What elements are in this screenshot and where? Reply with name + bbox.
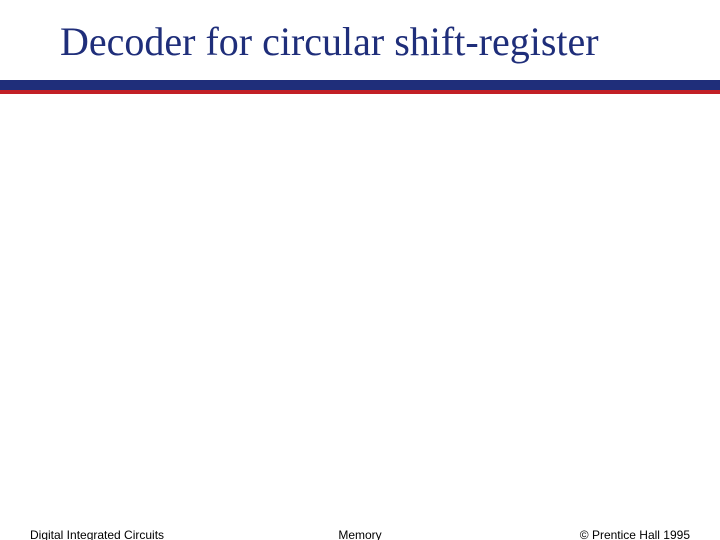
slide-title: Decoder for circular shift-register: [60, 18, 599, 65]
divider-bar-navy: [0, 80, 720, 90]
footer-right-text: © Prentice Hall 1995: [580, 528, 690, 540]
divider-bar-red: [0, 90, 720, 94]
footer-center-text: Memory: [338, 528, 381, 540]
footer-left-text: Digital Integrated Circuits: [30, 528, 164, 540]
